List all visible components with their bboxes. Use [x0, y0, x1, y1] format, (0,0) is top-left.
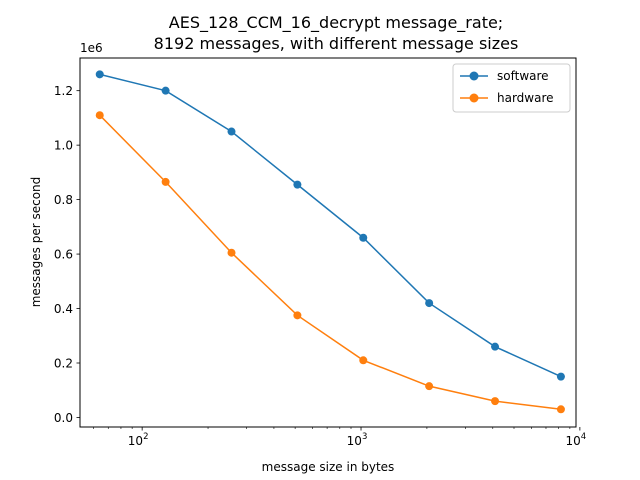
x-axis: 102 103 104 — [93, 427, 587, 448]
x-tick-label: 104 — [566, 432, 587, 448]
data-point-software — [359, 233, 368, 242]
data-point-hardware — [556, 405, 565, 414]
y-tick-label: 0.6 — [54, 248, 73, 262]
data-point-software — [293, 180, 302, 189]
x-axis-label: message size in bytes — [262, 460, 395, 474]
y-tick-label: 0.2 — [54, 357, 73, 371]
legend-marker-software — [469, 71, 479, 81]
data-point-hardware — [95, 111, 104, 120]
data-point-software — [227, 127, 236, 136]
data-point-hardware — [425, 382, 434, 391]
plot-area — [80, 58, 576, 427]
data-point-software — [491, 342, 500, 351]
series-line-software — [99, 73, 562, 378]
y-tick-label: 1.0 — [54, 139, 73, 153]
y-tick-label: 0.8 — [54, 193, 73, 207]
data-point-software — [161, 86, 170, 95]
series-layer — [95, 70, 565, 414]
data-point-hardware — [161, 177, 170, 186]
legend: software hardware — [452, 63, 571, 113]
data-point-hardware — [491, 397, 500, 406]
data-point-software — [425, 299, 434, 308]
y-tick-label: 1.2 — [54, 84, 73, 98]
y-axis: 0.0 0.2 0.4 0.6 0.8 1.0 1.2 — [54, 84, 80, 425]
chart-title-line-1: AES_128_CCM_16_decrypt message_rate; — [169, 13, 503, 33]
data-point-software — [95, 70, 104, 79]
y-tick-label: 0.0 — [54, 411, 73, 425]
data-point-software — [556, 372, 565, 381]
axes-frame — [79, 57, 577, 428]
series-line-hardware — [99, 114, 562, 411]
y-offset-label: 1e6 — [80, 41, 103, 55]
y-tick-label: 0.4 — [54, 302, 73, 316]
legend-label-software: software — [497, 69, 549, 83]
legend-label-hardware: hardware — [497, 91, 554, 105]
data-point-hardware — [227, 248, 236, 257]
y-axis-label: messages per second — [29, 177, 43, 308]
legend-marker-hardware — [469, 93, 479, 103]
x-tick-label: 102 — [128, 432, 149, 448]
data-point-hardware — [359, 356, 368, 365]
x-tick-label: 103 — [347, 432, 368, 448]
data-point-hardware — [293, 311, 302, 320]
chart-title-line-2: 8192 messages, with different message si… — [154, 34, 519, 53]
